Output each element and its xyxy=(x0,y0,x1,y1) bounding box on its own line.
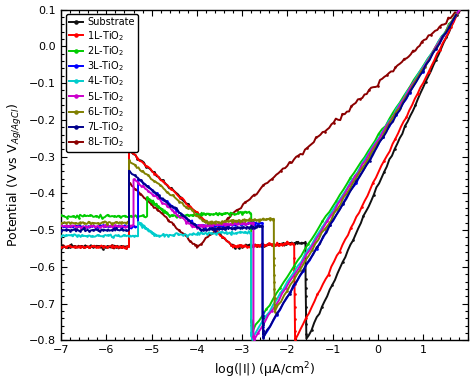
5L-TiO$_2$ xyxy=(173,210,178,215)
Y-axis label: Potential (V vs V$_{Ag/AgCl}$): Potential (V vs V$_{Ag/AgCl}$) xyxy=(6,103,24,247)
4L-TiO$_2$ xyxy=(148,229,154,234)
3L-TiO$_2$ xyxy=(58,223,64,228)
6L-TiO$_2$ xyxy=(182,205,188,209)
1L-TiO$_2$ xyxy=(278,242,284,246)
Substrate xyxy=(268,242,273,247)
4L-TiO$_2$ xyxy=(148,229,154,234)
2L-TiO$_2$ xyxy=(218,212,223,216)
7L-TiO$_2$ xyxy=(254,225,260,230)
8L-TiO$_2$ xyxy=(107,245,112,249)
4L-TiO$_2$ xyxy=(249,334,255,339)
1L-TiO$_2$ xyxy=(249,244,255,248)
5L-TiO$_2$ xyxy=(252,337,257,342)
Legend: Substrate, 1L-TiO$_2$, 2L-TiO$_2$, 3L-TiO$_2$, 4L-TiO$_2$, 5L-TiO$_2$, 6L-TiO$_2: Substrate, 1L-TiO$_2$, 2L-TiO$_2$, 3L-Ti… xyxy=(66,14,138,152)
Line: 5L-TiO$_2$: 5L-TiO$_2$ xyxy=(60,9,461,341)
7L-TiO$_2$ xyxy=(89,228,95,232)
8L-TiO$_2$ xyxy=(153,205,158,210)
Substrate xyxy=(303,337,309,341)
4L-TiO$_2$ xyxy=(93,234,99,238)
7L-TiO$_2$ xyxy=(260,328,266,333)
5L-TiO$_2$ xyxy=(366,152,372,156)
1L-TiO$_2$ xyxy=(58,245,64,250)
6L-TiO$_2$ xyxy=(454,12,459,17)
6L-TiO$_2$ xyxy=(265,217,271,222)
2L-TiO$_2$ xyxy=(295,258,301,262)
5L-TiO$_2$ xyxy=(58,223,64,228)
8L-TiO$_2$ xyxy=(58,245,64,250)
1L-TiO$_2$ xyxy=(292,338,298,342)
1L-TiO$_2$ xyxy=(328,264,334,269)
7L-TiO$_2$ xyxy=(261,335,266,340)
6L-TiO$_2$ xyxy=(372,145,378,149)
6L-TiO$_2$ xyxy=(272,294,277,298)
6L-TiO$_2$ xyxy=(58,221,64,225)
3L-TiO$_2$ xyxy=(297,274,303,278)
2L-TiO$_2$ xyxy=(191,212,197,217)
Substrate xyxy=(384,164,390,169)
Line: 2L-TiO$_2$: 2L-TiO$_2$ xyxy=(60,9,461,334)
3L-TiO$_2$ xyxy=(114,224,120,229)
5L-TiO$_2$ xyxy=(456,8,462,13)
7L-TiO$_2$ xyxy=(58,229,64,233)
6L-TiO$_2$ xyxy=(89,220,95,225)
Line: 1L-TiO$_2$: 1L-TiO$_2$ xyxy=(60,9,461,342)
1L-TiO$_2$ xyxy=(268,242,274,247)
7L-TiO$_2$ xyxy=(367,158,373,163)
3L-TiO$_2$ xyxy=(235,222,240,227)
Substrate xyxy=(368,198,374,203)
Line: Substrate: Substrate xyxy=(60,8,461,340)
8L-TiO$_2$ xyxy=(364,92,370,96)
2L-TiO$_2$ xyxy=(456,8,462,13)
1L-TiO$_2$ xyxy=(456,8,462,12)
3L-TiO$_2$ xyxy=(261,335,266,340)
3L-TiO$_2$ xyxy=(304,262,310,267)
8L-TiO$_2$ xyxy=(456,9,462,14)
3L-TiO$_2$ xyxy=(214,223,219,228)
Substrate xyxy=(261,243,266,248)
5L-TiO$_2$ xyxy=(174,213,180,218)
4L-TiO$_2$ xyxy=(240,230,246,234)
Substrate xyxy=(456,7,462,12)
4L-TiO$_2$ xyxy=(453,13,459,18)
3L-TiO$_2$ xyxy=(246,221,251,226)
Line: 8L-TiO$_2$: 8L-TiO$_2$ xyxy=(60,10,461,250)
2L-TiO$_2$ xyxy=(231,212,237,216)
7L-TiO$_2$ xyxy=(179,213,185,217)
4L-TiO$_2$ xyxy=(58,234,64,238)
4L-TiO$_2$ xyxy=(249,337,255,341)
5L-TiO$_2$ xyxy=(245,221,251,226)
2L-TiO$_2$ xyxy=(288,269,293,274)
7L-TiO$_2$ xyxy=(178,211,183,215)
8L-TiO$_2$ xyxy=(455,10,460,15)
Line: 7L-TiO$_2$: 7L-TiO$_2$ xyxy=(60,14,457,339)
4L-TiO$_2$ xyxy=(362,157,367,162)
2L-TiO$_2$ xyxy=(121,214,127,218)
8L-TiO$_2$ xyxy=(353,101,358,105)
2L-TiO$_2$ xyxy=(249,330,255,335)
8L-TiO$_2$ xyxy=(111,246,117,251)
2L-TiO$_2$ xyxy=(58,213,64,218)
6L-TiO$_2$ xyxy=(272,309,278,314)
Line: 4L-TiO$_2$: 4L-TiO$_2$ xyxy=(60,14,457,340)
7L-TiO$_2$ xyxy=(453,13,459,17)
5L-TiO$_2$ xyxy=(251,336,257,340)
8L-TiO$_2$ xyxy=(421,37,427,42)
Line: 3L-TiO$_2$: 3L-TiO$_2$ xyxy=(60,8,461,339)
X-axis label: log(|I|) (μA/cm$^2$): log(|I|) (μA/cm$^2$) xyxy=(214,361,316,381)
Substrate xyxy=(58,243,64,247)
6L-TiO$_2$ xyxy=(181,203,187,208)
5L-TiO$_2$ xyxy=(91,224,97,229)
3L-TiO$_2$ xyxy=(456,7,462,12)
1L-TiO$_2$ xyxy=(323,277,328,281)
Line: 6L-TiO$_2$: 6L-TiO$_2$ xyxy=(60,13,457,313)
Substrate xyxy=(402,124,408,128)
Substrate xyxy=(82,243,88,248)
1L-TiO$_2$ xyxy=(108,244,113,249)
